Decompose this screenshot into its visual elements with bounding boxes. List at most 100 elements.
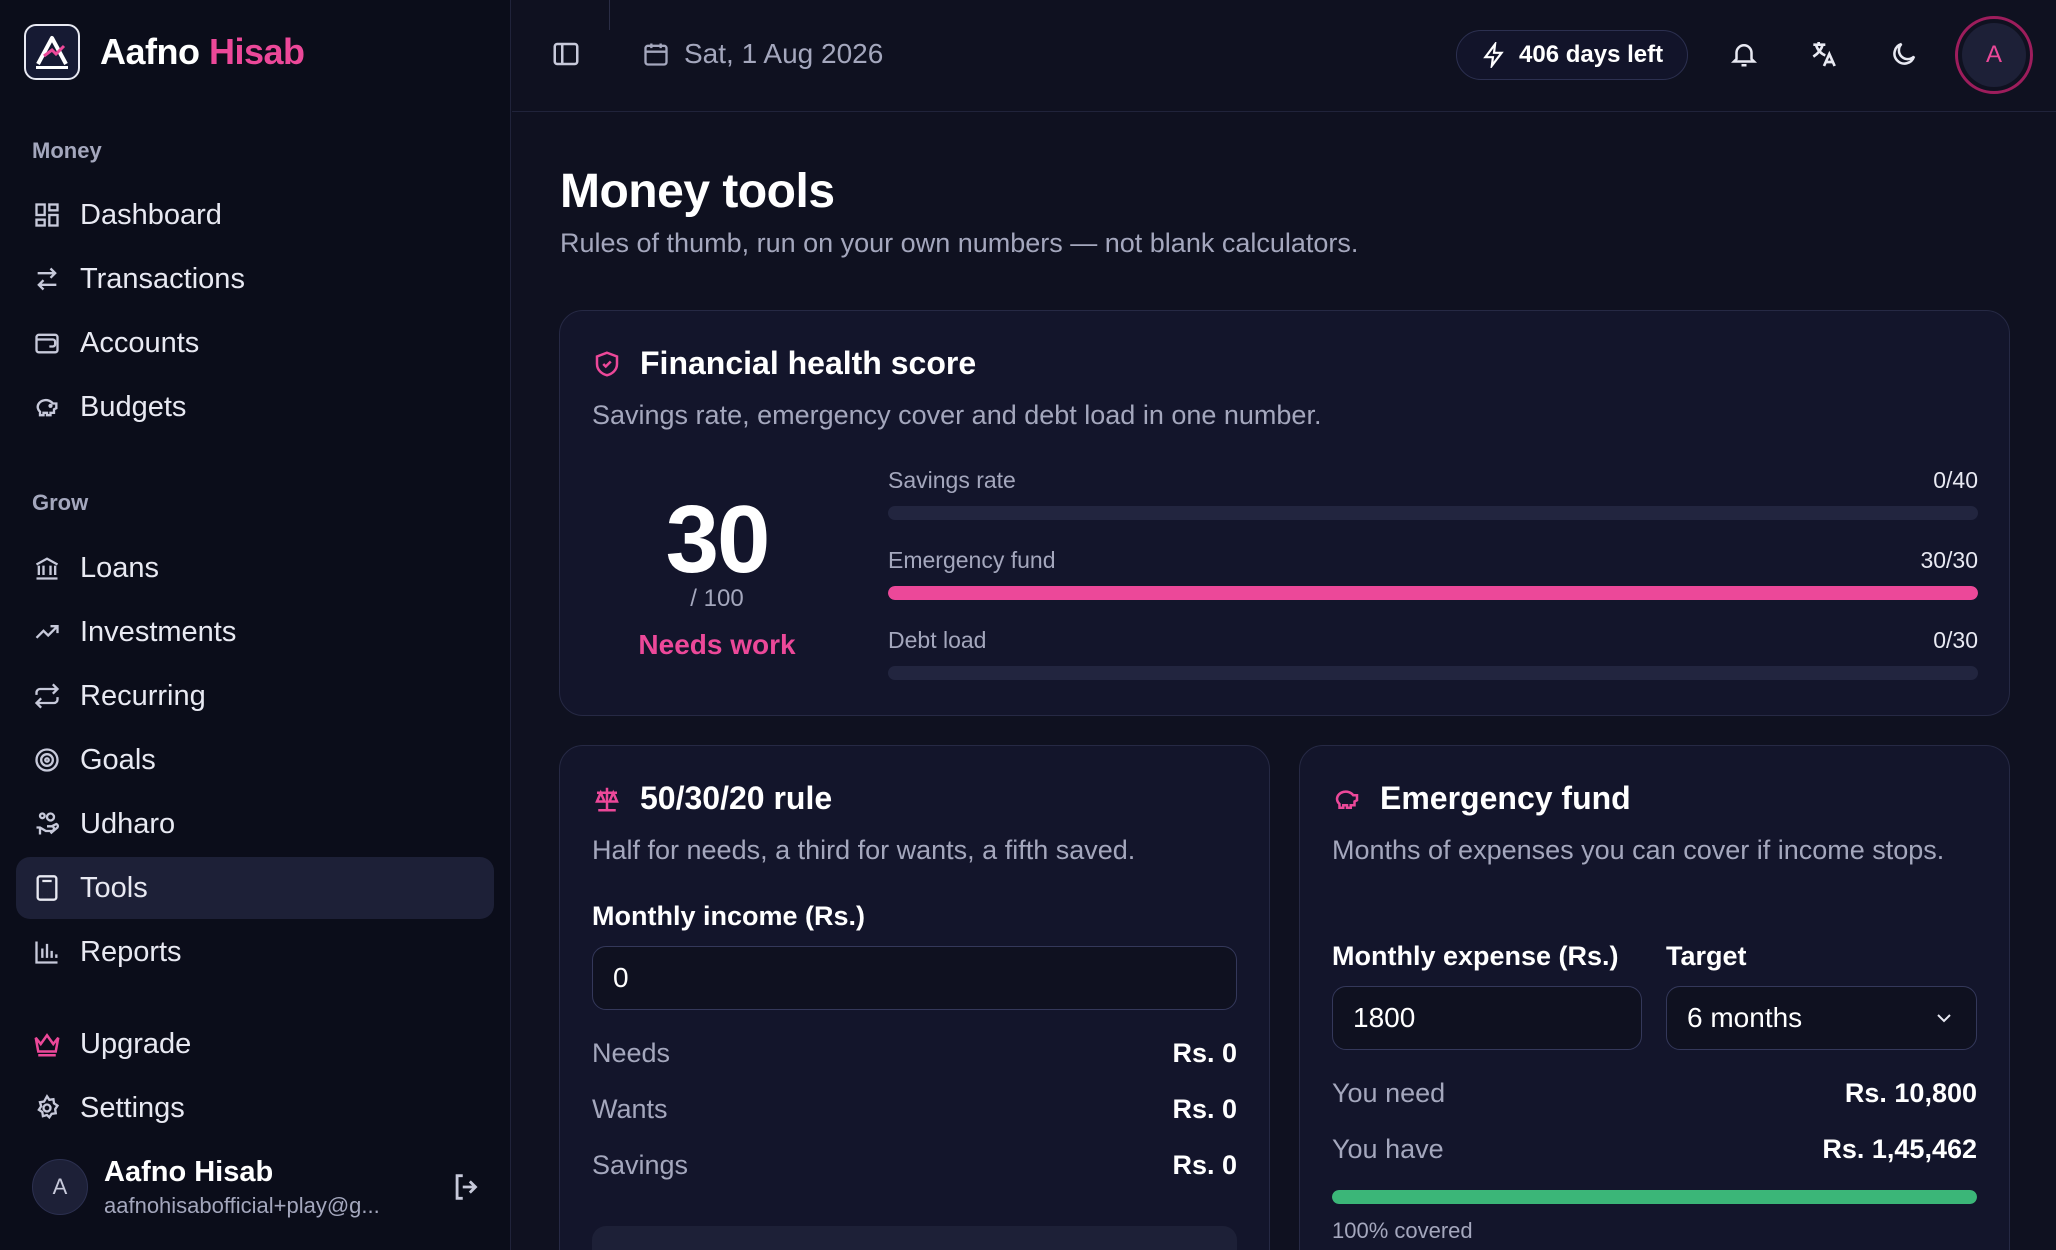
card-description: Savings rate, emergency cover and debt l…: [592, 400, 1322, 430]
gear-icon: [32, 1093, 62, 1123]
sidebar-item-recurring[interactable]: Recurring: [16, 665, 494, 727]
bell-icon[interactable]: [1726, 36, 1762, 72]
shield-icon: [592, 349, 622, 379]
logout-icon[interactable]: [450, 1170, 484, 1204]
topbar: Sat, 1 Aug 2026 406 days left A: [512, 0, 2056, 112]
sidebar-item-label: Accounts: [80, 326, 200, 359]
sidebar-toggle-icon[interactable]: [548, 36, 584, 72]
calendar-icon: [642, 40, 670, 68]
date-display: Sat, 1 Aug 2026: [642, 38, 883, 70]
user-profile[interactable]: A Aafno Hisab aafnohisabofficial+play@g.…: [32, 1156, 492, 1218]
result-row-needs: Needs Rs. 0: [592, 1038, 1237, 1068]
app-logo: [24, 24, 80, 80]
rule-action-area: [592, 1226, 1237, 1250]
sidebar: Aafno Hisab Money Dashboard Transactions…: [0, 0, 511, 1250]
divider: [609, 0, 610, 30]
sidebar-item-loans[interactable]: Loans: [16, 537, 494, 599]
hand-coins-icon: [32, 809, 62, 839]
health-status: Needs work: [638, 629, 796, 660]
scale-icon: [592, 784, 622, 814]
sidebar-item-label: Recurring: [80, 679, 206, 712]
piggy-bank-icon: [1332, 784, 1362, 814]
sidebar-item-label: Investments: [80, 615, 237, 648]
card-title: Emergency fund: [1332, 780, 1631, 817]
chevron-down-icon: [1932, 1006, 1956, 1030]
income-label: Monthly income (Rs.): [592, 901, 866, 931]
card-title: 50/30/20 rule: [592, 780, 832, 817]
target-months-select[interactable]: 6 months: [1666, 986, 1977, 1050]
result-row-you-need: You need Rs. 10,800: [1332, 1078, 1977, 1108]
bar-chart-icon: [32, 937, 62, 967]
bar-label: Emergency fund: [888, 547, 1056, 573]
trending-up-icon: [32, 617, 62, 647]
result-row-wants: Wants Rs. 0: [592, 1094, 1237, 1124]
card-description: Months of expenses you can cover if inco…: [1332, 835, 1945, 865]
sidebar-item-dashboard[interactable]: Dashboard: [16, 184, 494, 246]
sidebar-item-reports[interactable]: Reports: [16, 921, 494, 983]
sidebar-item-label: Udharo: [80, 807, 176, 840]
page-subtitle: Rules of thumb, run on your own numbers …: [560, 228, 1359, 258]
user-name: Aafno Hisab: [104, 1155, 274, 1188]
crown-icon: [32, 1029, 62, 1059]
translate-icon[interactable]: [1806, 36, 1842, 72]
sidebar-item-label: Dashboard: [80, 198, 222, 231]
monthly-income-input[interactable]: 0: [592, 946, 1237, 1010]
arrows-swap-icon: [32, 264, 62, 294]
sidebar-item-label: Budgets: [80, 390, 187, 423]
brand-name: Aafno Hisab: [100, 31, 305, 72]
coverage-progress-track: [1332, 1190, 1977, 1204]
progress-track: [888, 586, 1978, 600]
card-description: Half for needs, a third for wants, a fif…: [592, 835, 1136, 865]
calculator-icon: [32, 873, 62, 903]
target-icon: [32, 745, 62, 775]
score-bar-emergency-fund: Emergency fund 30/30: [888, 547, 1978, 600]
bar-label: Debt load: [888, 627, 987, 653]
sidebar-item-label: Transactions: [80, 262, 245, 295]
coverage-progress-fill: [1332, 1190, 1977, 1204]
card-title: Financial health score: [592, 345, 976, 382]
sidebar-item-label: Tools: [80, 871, 148, 904]
sidebar-item-udharo[interactable]: Udharo: [16, 793, 494, 855]
score-bar-debt-load: Debt load 0/30: [888, 627, 1978, 680]
progress-track: [888, 506, 1978, 520]
sidebar-item-label: Reports: [80, 935, 182, 968]
sidebar-item-tools[interactable]: Tools: [16, 857, 494, 919]
sidebar-item-budgets[interactable]: Budgets: [16, 376, 494, 438]
monthly-expense-input[interactable]: 1800: [1332, 986, 1642, 1050]
bar-label: Savings rate: [888, 467, 1016, 493]
moon-icon[interactable]: [1886, 36, 1922, 72]
plan-days-left-badge[interactable]: 406 days left: [1456, 30, 1689, 80]
sidebar-item-goals[interactable]: Goals: [16, 729, 494, 791]
brand[interactable]: Aafno Hisab: [24, 24, 305, 80]
sidebar-item-investments[interactable]: Investments: [16, 601, 494, 663]
repeat-icon: [32, 681, 62, 711]
profile-avatar[interactable]: A: [1955, 16, 2033, 94]
section-label-grow: Grow: [32, 490, 89, 515]
score-bar-savings-rate: Savings rate 0/40: [888, 467, 1978, 520]
lightning-icon: [1481, 42, 1507, 68]
page-title: Money tools: [560, 165, 835, 218]
result-row-you-have: You have Rs. 1,45,462: [1332, 1134, 1977, 1164]
bar-value: 0/30: [1933, 627, 1978, 653]
progress-fill: [888, 586, 1978, 600]
emergency-fund-card: Emergency fund Months of expenses you ca…: [1299, 745, 2010, 1250]
dashboard-icon: [32, 200, 62, 230]
health-score: 30: [665, 486, 771, 593]
bar-value: 0/40: [1933, 467, 1978, 493]
user-email: aafnohisabofficial+play@g...: [104, 1192, 380, 1218]
avatar: A: [32, 1159, 88, 1215]
financial-health-card: Financial health score Savings rate, eme…: [559, 310, 2010, 716]
bar-value: 30/30: [1920, 547, 1978, 573]
sidebar-item-transactions[interactable]: Transactions: [16, 248, 494, 310]
rule-503020-card: 50/30/20 rule Half for needs, a third fo…: [559, 745, 1270, 1250]
target-label: Target: [1666, 941, 1747, 971]
sidebar-item-label: Goals: [80, 743, 156, 776]
result-row-savings: Savings Rs. 0: [592, 1150, 1237, 1180]
sidebar-item-upgrade[interactable]: Upgrade: [16, 1013, 494, 1075]
piggy-bank-icon: [32, 392, 62, 422]
sidebar-item-settings[interactable]: Settings: [16, 1077, 494, 1139]
sidebar-item-accounts[interactable]: Accounts: [16, 312, 494, 374]
coverage-text: 100% covered: [1332, 1218, 1473, 1243]
health-score-max: / 100: [690, 585, 744, 612]
current-date: Sat, 1 Aug 2026: [684, 38, 884, 69]
